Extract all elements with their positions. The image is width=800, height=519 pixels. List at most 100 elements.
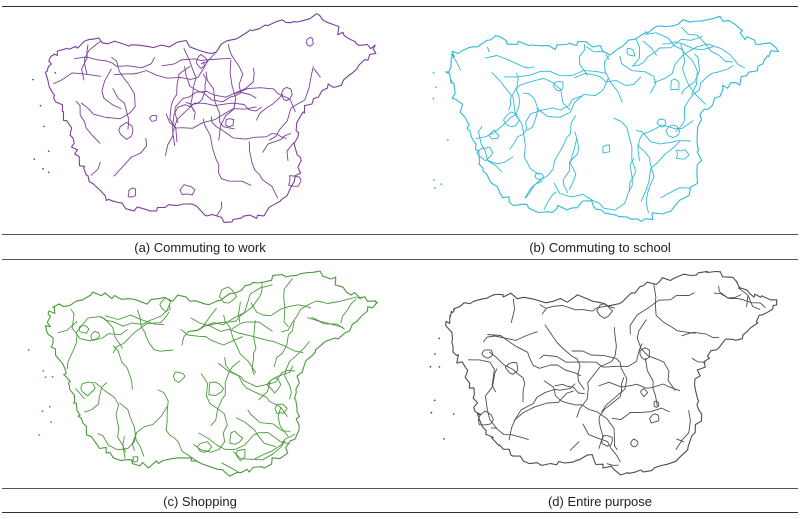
region-boundary — [254, 433, 296, 460]
region-boundary — [340, 298, 357, 324]
enclave-boundary — [179, 184, 196, 196]
municipality-map-commuting-school — [432, 15, 779, 222]
region-boundary — [185, 73, 207, 105]
region-boundary — [553, 158, 635, 211]
region-boundary — [216, 201, 223, 217]
region-boundary — [574, 73, 642, 87]
fragment-dot — [450, 79, 453, 82]
enclave-boundary — [675, 149, 690, 160]
fragment-dot — [41, 410, 44, 413]
region-boundary — [562, 131, 580, 194]
caption-commuting-school: (b) Commuting to school — [529, 240, 671, 255]
region-boundary — [250, 302, 312, 317]
region-boundary — [193, 373, 228, 453]
region-boundary — [164, 104, 196, 156]
enclave-boundary — [235, 448, 246, 462]
fragment-dot — [42, 370, 45, 372]
enclave-boundary — [626, 47, 636, 57]
region-boundary — [205, 71, 235, 130]
region-boundary — [221, 462, 239, 473]
region-boundary — [114, 61, 206, 80]
region-boundary — [660, 187, 691, 199]
region-boundary — [94, 381, 126, 459]
region-boundary — [636, 129, 691, 145]
enclave-boundary — [280, 86, 293, 102]
fragment-dot — [432, 97, 435, 100]
region-boundary — [224, 356, 295, 388]
region-boundary — [680, 26, 733, 63]
region-boundary — [161, 57, 231, 67]
region-boundary — [598, 377, 625, 449]
region-boundary — [523, 92, 539, 132]
enclave-boundary — [172, 371, 186, 384]
region-boundary — [653, 283, 696, 334]
row-divider-rule — [2, 259, 798, 260]
region-boundary — [525, 180, 543, 199]
enclave-boundary — [640, 387, 649, 398]
region-boundary — [636, 319, 676, 391]
region-boundary — [576, 327, 617, 418]
fragment-dot — [446, 139, 449, 142]
region-boundary — [539, 343, 643, 368]
enclave-boundary — [629, 438, 639, 448]
region-boundary — [603, 55, 623, 103]
region-boundary — [613, 117, 637, 192]
region-boundary — [598, 381, 681, 392]
enclave-boundary — [670, 78, 680, 91]
country-border — [444, 15, 779, 222]
region-boundary — [619, 55, 657, 94]
region-boundary — [169, 65, 191, 143]
region-boundary — [119, 402, 145, 457]
region-boundary — [80, 56, 136, 120]
region-boundary — [629, 292, 695, 335]
region-boundary — [210, 360, 241, 427]
fragment-dot — [435, 86, 437, 89]
enclave-boundary — [78, 324, 90, 334]
region-boundary — [513, 390, 574, 422]
region-boundary — [70, 308, 128, 342]
enclave-boundary — [476, 146, 494, 162]
region-boundary — [482, 331, 538, 343]
region-boundary — [268, 66, 314, 141]
region-boundary — [642, 40, 657, 56]
enclave-boundary — [274, 403, 288, 415]
region-boundary — [637, 120, 694, 162]
fragment-dot — [433, 399, 436, 402]
region-boundary — [283, 278, 294, 328]
region-boundary — [131, 405, 168, 451]
fragment-dot — [33, 158, 36, 161]
enclave-boundary — [656, 118, 667, 128]
region-boundary — [544, 324, 585, 390]
region-boundary — [478, 125, 503, 173]
region-boundary — [181, 284, 273, 346]
region-boundary — [475, 72, 521, 139]
enclave-boundary — [225, 118, 235, 128]
region-boundary — [57, 321, 78, 334]
region-boundary — [484, 55, 535, 69]
region-boundary — [73, 56, 156, 69]
municipality-map-shopping — [27, 270, 379, 477]
region-boundary — [273, 320, 295, 368]
region-boundary — [491, 71, 540, 176]
fragment-dot — [51, 376, 54, 378]
region-boundary — [640, 140, 681, 202]
enclave-boundary — [504, 362, 519, 375]
caption-rule-bottom — [2, 488, 798, 489]
enclave-boundary — [481, 349, 494, 359]
region-boundary — [281, 296, 362, 333]
region-boundary — [586, 46, 606, 53]
region-boundary — [653, 43, 746, 84]
region-boundary — [251, 320, 257, 376]
region-boundary — [611, 407, 670, 421]
country-border — [44, 13, 377, 223]
enclave-boundary — [306, 36, 314, 47]
region-boundary — [101, 68, 122, 110]
fragment-dot — [440, 183, 443, 186]
caption-shopping: (c) Shopping — [163, 494, 237, 509]
region-boundary — [277, 406, 289, 437]
region-boundary — [217, 362, 288, 417]
enclave-boundary — [90, 330, 101, 341]
region-boundary — [136, 309, 174, 352]
region-boundary — [105, 314, 165, 325]
enclave-boundary — [80, 381, 96, 397]
